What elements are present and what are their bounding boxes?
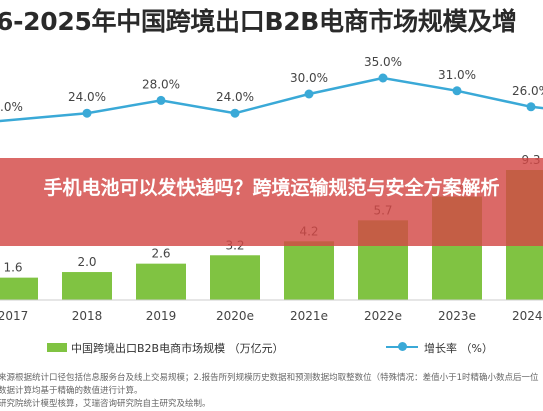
growth-point — [230, 108, 240, 118]
growth-value-label: 24.0% — [216, 90, 254, 104]
footnote: 来源根据统计口径包括信息服务台及线上交易规模；2.报告所列规模历史数据和预测数据… — [0, 372, 543, 411]
growth-value-label: .0% — [0, 100, 23, 114]
legend-line-dot — [398, 342, 407, 351]
bar-value-label: 2.6 — [151, 247, 170, 261]
growth-line-group — [0, 73, 543, 123]
x-tick-label: 2020e — [216, 309, 254, 323]
growth-value-label: 24.0% — [68, 90, 106, 104]
x-tick-label: 2023e — [438, 309, 476, 323]
legend: 中国跨境出口B2B电商市场规模 （万亿元） 增长率 （%） — [0, 334, 543, 360]
bar-2018 — [62, 272, 112, 300]
bar-value-label: 1.6 — [3, 261, 22, 275]
bar-2021e — [284, 241, 334, 300]
growth-point — [156, 95, 166, 105]
legend-bar-swatch — [47, 343, 67, 352]
growth-labels-group: .0% 24.0% 28.0% 24.0% 30.0% 35.0% 31.0% 26.0% — [0, 55, 543, 114]
growth-value-label: 26.0% — [512, 84, 543, 98]
footnote-line-2: 数据计算均基于精确的数值进行计算。 — [0, 386, 143, 396]
bar-2017 — [0, 277, 38, 300]
chart-title: 6-2025年中国跨境出口B2B电商市场规模及增 — [0, 7, 517, 36]
legend-line-label: 增长率 （%） — [424, 342, 493, 355]
growth-point — [526, 102, 536, 112]
x-tick-labels-group: 2017 2018 2019 2020e 2021e 2022e 2023e 2024e — [0, 309, 543, 323]
x-tick-label: 2024e — [512, 309, 543, 323]
bar-value-label: 2.0 — [77, 255, 96, 269]
x-tick-label: 2022e — [364, 309, 402, 323]
growth-value-label: 35.0% — [364, 55, 402, 69]
growth-point — [452, 86, 462, 96]
footnote-line-3: 研究院统计模型核算，艾瑞咨询研究院自主研究及绘制。 — [0, 399, 211, 409]
growth-point — [304, 89, 314, 99]
growth-point — [378, 73, 388, 83]
x-tick-label: 2018 — [72, 309, 103, 323]
footnote-line-1: 来源根据统计口径包括信息服务台及线上交易规模；2.报告所列规模历史数据和预测数据… — [0, 373, 539, 383]
x-tick-label: 2017 — [0, 309, 28, 323]
bar-2019 — [136, 263, 186, 300]
growth-point — [82, 108, 92, 118]
article-title-overlay: 手机电池可以发快递吗？跨境运输规范与安全方案解析 — [0, 158, 543, 246]
growth-value-label: 30.0% — [290, 71, 328, 85]
x-tick-label: 2021e — [290, 309, 328, 323]
growth-value-label: 31.0% — [438, 68, 476, 82]
x-tick-label: 2019 — [146, 309, 177, 323]
growth-value-label: 28.0% — [142, 77, 180, 91]
legend-bar-label: 中国跨境出口B2B电商市场规模 （万亿元） — [71, 342, 284, 355]
bar-2020e — [210, 255, 260, 300]
article-title: 手机电池可以发快递吗？跨境运输规范与安全方案解析 — [43, 177, 500, 199]
